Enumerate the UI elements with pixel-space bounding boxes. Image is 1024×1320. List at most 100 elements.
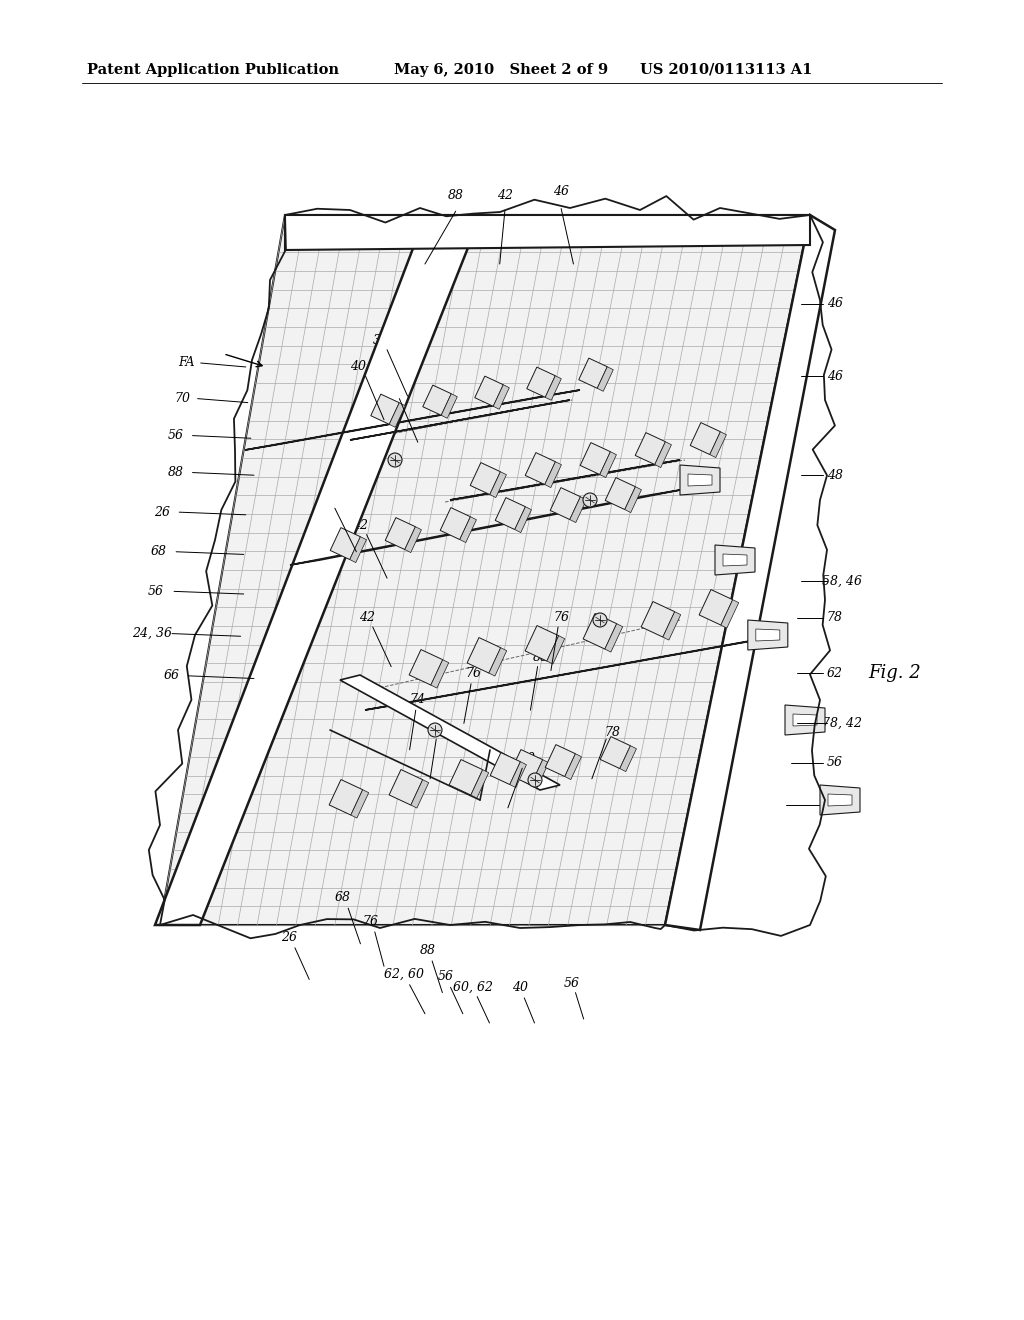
Polygon shape: [441, 393, 458, 418]
Polygon shape: [496, 498, 525, 529]
Polygon shape: [450, 459, 680, 500]
Polygon shape: [490, 752, 520, 784]
Polygon shape: [460, 516, 476, 543]
Polygon shape: [515, 507, 531, 532]
Text: 60, 62: 60, 62: [453, 981, 494, 994]
Text: 76: 76: [362, 915, 379, 928]
Text: 40: 40: [821, 799, 838, 812]
Polygon shape: [330, 528, 360, 560]
Polygon shape: [748, 620, 787, 649]
Polygon shape: [530, 760, 549, 788]
Text: 68: 68: [151, 545, 167, 558]
Polygon shape: [600, 451, 616, 478]
Text: 56: 56: [147, 585, 164, 598]
Text: 78, 42: 78, 42: [821, 717, 862, 730]
Polygon shape: [688, 474, 712, 486]
Polygon shape: [450, 759, 482, 795]
Polygon shape: [525, 626, 559, 661]
Polygon shape: [509, 750, 543, 785]
Polygon shape: [579, 358, 607, 388]
Text: 48: 48: [826, 469, 843, 482]
Polygon shape: [350, 400, 570, 440]
Text: 56: 56: [168, 429, 184, 442]
Polygon shape: [583, 614, 616, 649]
Polygon shape: [489, 471, 507, 498]
Polygon shape: [510, 762, 526, 788]
Polygon shape: [365, 635, 785, 710]
Polygon shape: [285, 215, 810, 249]
Polygon shape: [475, 376, 504, 407]
Circle shape: [428, 723, 442, 737]
Polygon shape: [155, 230, 475, 925]
Text: May 6, 2010   Sheet 2 of 9: May 6, 2010 Sheet 2 of 9: [394, 63, 608, 77]
Polygon shape: [160, 215, 810, 925]
Polygon shape: [581, 442, 610, 475]
Polygon shape: [680, 465, 720, 495]
Polygon shape: [550, 487, 581, 520]
Polygon shape: [597, 367, 613, 391]
Circle shape: [593, 612, 607, 627]
Polygon shape: [721, 599, 738, 628]
Polygon shape: [431, 660, 449, 688]
Polygon shape: [690, 422, 721, 454]
Polygon shape: [820, 785, 860, 814]
Text: 42: 42: [386, 383, 402, 396]
Text: 88: 88: [420, 944, 436, 957]
Text: 68: 68: [335, 891, 351, 904]
Polygon shape: [605, 623, 623, 652]
Polygon shape: [290, 490, 680, 565]
Text: 62, 60: 62, 60: [384, 968, 425, 981]
Text: 40: 40: [350, 360, 367, 374]
Text: 88: 88: [447, 189, 464, 202]
Text: 56: 56: [437, 970, 454, 983]
Polygon shape: [547, 636, 564, 664]
Polygon shape: [545, 462, 561, 487]
Text: 40: 40: [512, 981, 528, 994]
Text: 42: 42: [358, 611, 375, 624]
Polygon shape: [756, 630, 780, 642]
Polygon shape: [440, 508, 470, 540]
Polygon shape: [715, 545, 755, 576]
Text: 70: 70: [174, 392, 190, 405]
Text: 66: 66: [164, 669, 180, 682]
Polygon shape: [404, 527, 422, 553]
Polygon shape: [410, 649, 442, 685]
Text: 46: 46: [826, 370, 843, 383]
Polygon shape: [525, 453, 555, 484]
Text: 38: 38: [373, 334, 389, 347]
Text: 76: 76: [553, 611, 569, 624]
Text: 56: 56: [826, 756, 843, 770]
Polygon shape: [641, 602, 675, 638]
Text: 76: 76: [465, 667, 481, 680]
Polygon shape: [723, 554, 746, 566]
Polygon shape: [371, 395, 399, 424]
Circle shape: [528, 774, 542, 787]
Text: 62: 62: [826, 667, 843, 680]
Text: 40: 40: [319, 492, 336, 506]
Polygon shape: [710, 432, 726, 458]
Polygon shape: [605, 478, 636, 510]
Polygon shape: [665, 215, 835, 931]
Text: Fig. 2: Fig. 2: [868, 664, 922, 682]
Text: 46: 46: [553, 185, 569, 198]
Text: 26: 26: [281, 931, 297, 944]
Polygon shape: [793, 714, 817, 726]
Text: FA: FA: [178, 356, 195, 370]
Polygon shape: [488, 648, 507, 676]
Text: 46: 46: [826, 297, 843, 310]
Polygon shape: [785, 705, 825, 735]
Polygon shape: [828, 795, 852, 807]
Text: 74: 74: [410, 693, 426, 706]
Polygon shape: [654, 442, 672, 467]
Polygon shape: [635, 433, 666, 465]
Text: 58, 46: 58, 46: [821, 574, 862, 587]
Polygon shape: [545, 744, 575, 776]
Text: 78: 78: [604, 726, 621, 739]
Text: 88: 88: [168, 466, 184, 479]
Text: Patent Application Publication: Patent Application Publication: [87, 63, 339, 77]
Polygon shape: [565, 754, 582, 780]
Polygon shape: [663, 611, 681, 640]
Text: 40: 40: [519, 752, 536, 766]
Text: 24, 36: 24, 36: [131, 627, 172, 640]
Polygon shape: [470, 462, 501, 495]
